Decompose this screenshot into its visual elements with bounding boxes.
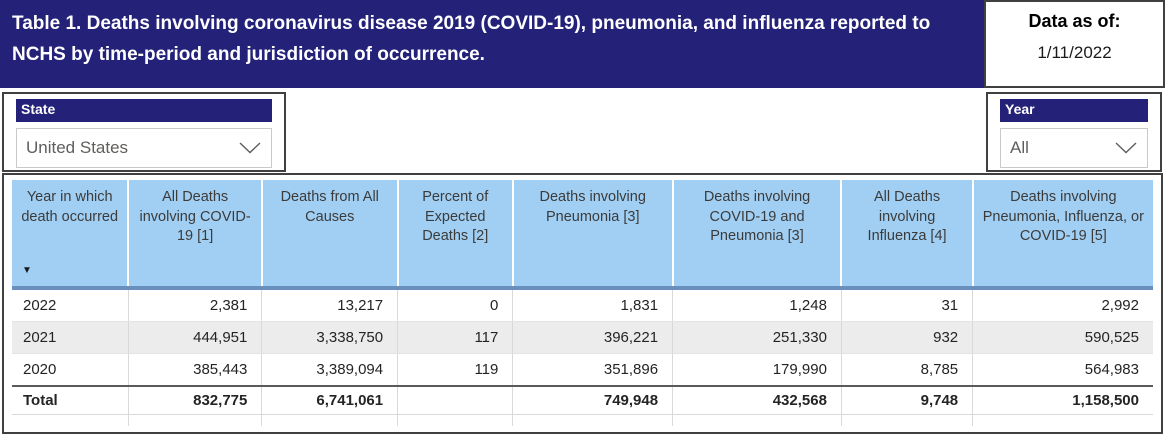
year-slicer: Year All (986, 92, 1162, 172)
cell: 1,248 (672, 288, 842, 322)
cell: 564,983 (972, 353, 1153, 387)
cell: 749,948 (512, 385, 673, 415)
table-row-2021: 2021 444,951 3,338,750 117 396,221 251,3… (12, 321, 1153, 354)
data-as-of-label: Data as of: (1028, 11, 1121, 31)
top-row: Table 1. Deaths involving coronavirus di… (0, 0, 1165, 88)
cell: 2,381 (127, 288, 262, 322)
total-label: Total (12, 385, 129, 415)
cell: 590,525 (972, 321, 1153, 354)
cell: 31 (840, 288, 973, 322)
cell: 6,741,061 (261, 385, 398, 415)
column-header-covid-and-pneumonia[interactable]: Deaths involving COVID-19 and Pneumonia … (671, 180, 842, 290)
table-section: Year in which death occurred ▼ All Death… (2, 173, 1163, 434)
table-row-2020: 2020 385,443 3,389,094 119 351,896 179,9… (12, 353, 1153, 387)
cell: 9,748 (840, 385, 973, 415)
filter-row: State United States Year All (0, 88, 1165, 172)
header-row: Year in which death occurred ▼ All Death… (12, 180, 1153, 290)
column-header-year[interactable]: Year in which death occurred ▼ (12, 180, 129, 290)
cell: 2020 (12, 353, 129, 387)
cell: 13,217 (261, 288, 398, 322)
cell: 0 (397, 288, 513, 322)
cell: 8,785 (840, 353, 973, 387)
column-header-pic[interactable]: Deaths involving Pneumonia, Influenza, o… (971, 180, 1153, 290)
column-header-covid-deaths[interactable]: All Deaths involving COVID-19 [1] (127, 180, 262, 290)
cell: 444,951 (127, 321, 262, 354)
chevron-down-icon (239, 142, 261, 154)
table-filler-row (12, 414, 1153, 426)
cell: 119 (397, 353, 513, 387)
cell: 1,831 (512, 288, 673, 322)
sort-descending-icon: ▼ (22, 264, 32, 276)
cell: 396,221 (512, 321, 673, 354)
state-dropdown[interactable]: United States (16, 128, 272, 169)
table-row-total: Total 832,775 6,741,061 749,948 432,568 … (12, 385, 1153, 415)
year-dropdown-value: All (1010, 138, 1029, 158)
cell: 117 (397, 321, 513, 354)
page-title: Table 1. Deaths involving coronavirus di… (12, 13, 931, 66)
table-row-2022: 2022 2,381 13,217 0 1,831 1,248 31 2,992 (12, 288, 1153, 322)
cell: 179,990 (672, 353, 842, 387)
year-slicer-header: Year (1000, 99, 1148, 123)
cell: 351,896 (512, 353, 673, 387)
column-header-pneumonia[interactable]: Deaths involving Pneumonia [3] (511, 180, 673, 290)
cell: 385,443 (127, 353, 262, 387)
state-slicer: State United States (2, 92, 286, 172)
cell: 2022 (12, 288, 129, 322)
data-as-of-box: Data as of: 1/11/2022 (984, 0, 1165, 88)
title-bar: Table 1. Deaths involving coronavirus di… (0, 0, 984, 88)
cell: 832,775 (127, 385, 262, 415)
year-dropdown[interactable]: All (1000, 128, 1148, 169)
cell: 2021 (12, 321, 129, 354)
state-dropdown-value: United States (26, 138, 129, 158)
deaths-table: Year in which death occurred ▼ All Death… (12, 180, 1153, 426)
column-header-percent-expected[interactable]: Percent of Expected Deaths [2] (396, 180, 513, 290)
cell: 932 (840, 321, 973, 354)
cell: 2,992 (972, 288, 1153, 322)
column-header-all-causes[interactable]: Deaths from All Causes (260, 180, 398, 290)
state-slicer-header: State (16, 99, 272, 123)
cell: 3,338,750 (261, 321, 398, 354)
cell: 3,389,094 (261, 353, 398, 387)
column-header-influenza[interactable]: All Deaths involving Influenza [4] (840, 180, 973, 290)
chevron-down-icon (1115, 142, 1137, 154)
data-as-of-date: 1/11/2022 (1037, 43, 1112, 62)
cell: 432,568 (672, 385, 842, 415)
cell: 1,158,500 (972, 385, 1153, 415)
cell: 251,330 (672, 321, 842, 354)
cell (397, 385, 513, 415)
